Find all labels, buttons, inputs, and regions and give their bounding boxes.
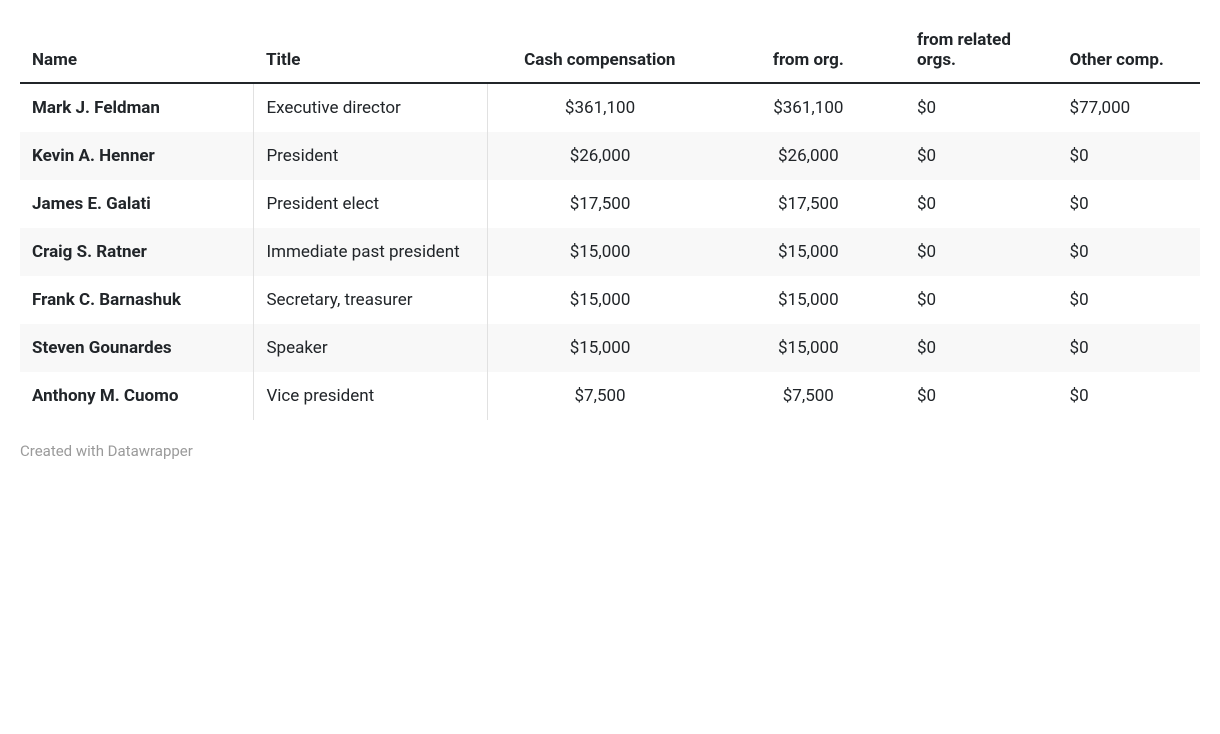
cell-cash: $17,500: [488, 180, 712, 228]
cell-other: $0: [1058, 276, 1200, 324]
cell-title: Immediate past president: [254, 228, 488, 276]
cell-title: Speaker: [254, 324, 488, 372]
cell-other: $0: [1058, 180, 1200, 228]
cell-cash: $15,000: [488, 228, 712, 276]
cell-cash: $26,000: [488, 132, 712, 180]
cell-other: $0: [1058, 228, 1200, 276]
table-row: Frank C. Barnashuk Secretary, treasurer …: [20, 276, 1200, 324]
cell-other: $0: [1058, 372, 1200, 420]
cell-org: $7,500: [712, 372, 905, 420]
col-header-cash: Cash compensation: [488, 20, 712, 83]
cell-name: Anthony M. Cuomo: [20, 372, 254, 420]
cell-rel: $0: [905, 132, 1058, 180]
col-header-title: Title: [254, 20, 488, 83]
cell-other: $77,000: [1058, 83, 1200, 132]
cell-name: Steven Gounardes: [20, 324, 254, 372]
cell-rel: $0: [905, 228, 1058, 276]
cell-rel: $0: [905, 372, 1058, 420]
cell-name: Mark J. Feldman: [20, 83, 254, 132]
table-row: Kevin A. Henner President $26,000 $26,00…: [20, 132, 1200, 180]
cell-cash: $361,100: [488, 83, 712, 132]
footer-credit: Created with Datawrapper: [20, 442, 1200, 460]
cell-other: $0: [1058, 132, 1200, 180]
table-row: James E. Galati President elect $17,500 …: [20, 180, 1200, 228]
cell-org: $17,500: [712, 180, 905, 228]
col-header-other: Other comp.: [1058, 20, 1200, 83]
table-row: Mark J. Feldman Executive director $361,…: [20, 83, 1200, 132]
cell-title: President elect: [254, 180, 488, 228]
col-header-rel: from related orgs.: [905, 20, 1058, 83]
cell-rel: $0: [905, 324, 1058, 372]
cell-org: $361,100: [712, 83, 905, 132]
cell-name: James E. Galati: [20, 180, 254, 228]
cell-title: President: [254, 132, 488, 180]
table-header: Name Title Cash compensation from org. f…: [20, 20, 1200, 83]
compensation-table: Name Title Cash compensation from org. f…: [20, 20, 1200, 420]
cell-org: $15,000: [712, 228, 905, 276]
cell-rel: $0: [905, 180, 1058, 228]
cell-cash: $15,000: [488, 324, 712, 372]
table: Name Title Cash compensation from org. f…: [20, 20, 1200, 420]
cell-other: $0: [1058, 324, 1200, 372]
table-row: Anthony M. Cuomo Vice president $7,500 $…: [20, 372, 1200, 420]
cell-title: Secretary, treasurer: [254, 276, 488, 324]
cell-name: Craig S. Ratner: [20, 228, 254, 276]
cell-org: $15,000: [712, 324, 905, 372]
cell-title: Executive director: [254, 83, 488, 132]
cell-rel: $0: [905, 276, 1058, 324]
cell-cash: $15,000: [488, 276, 712, 324]
cell-org: $26,000: [712, 132, 905, 180]
cell-name: Kevin A. Henner: [20, 132, 254, 180]
cell-name: Frank C. Barnashuk: [20, 276, 254, 324]
cell-cash: $7,500: [488, 372, 712, 420]
cell-rel: $0: [905, 83, 1058, 132]
col-header-name: Name: [20, 20, 254, 83]
table-row: Steven Gounardes Speaker $15,000 $15,000…: [20, 324, 1200, 372]
cell-title: Vice president: [254, 372, 488, 420]
col-header-org: from org.: [712, 20, 905, 83]
table-row: Craig S. Ratner Immediate past president…: [20, 228, 1200, 276]
cell-org: $15,000: [712, 276, 905, 324]
table-body: Mark J. Feldman Executive director $361,…: [20, 83, 1200, 420]
